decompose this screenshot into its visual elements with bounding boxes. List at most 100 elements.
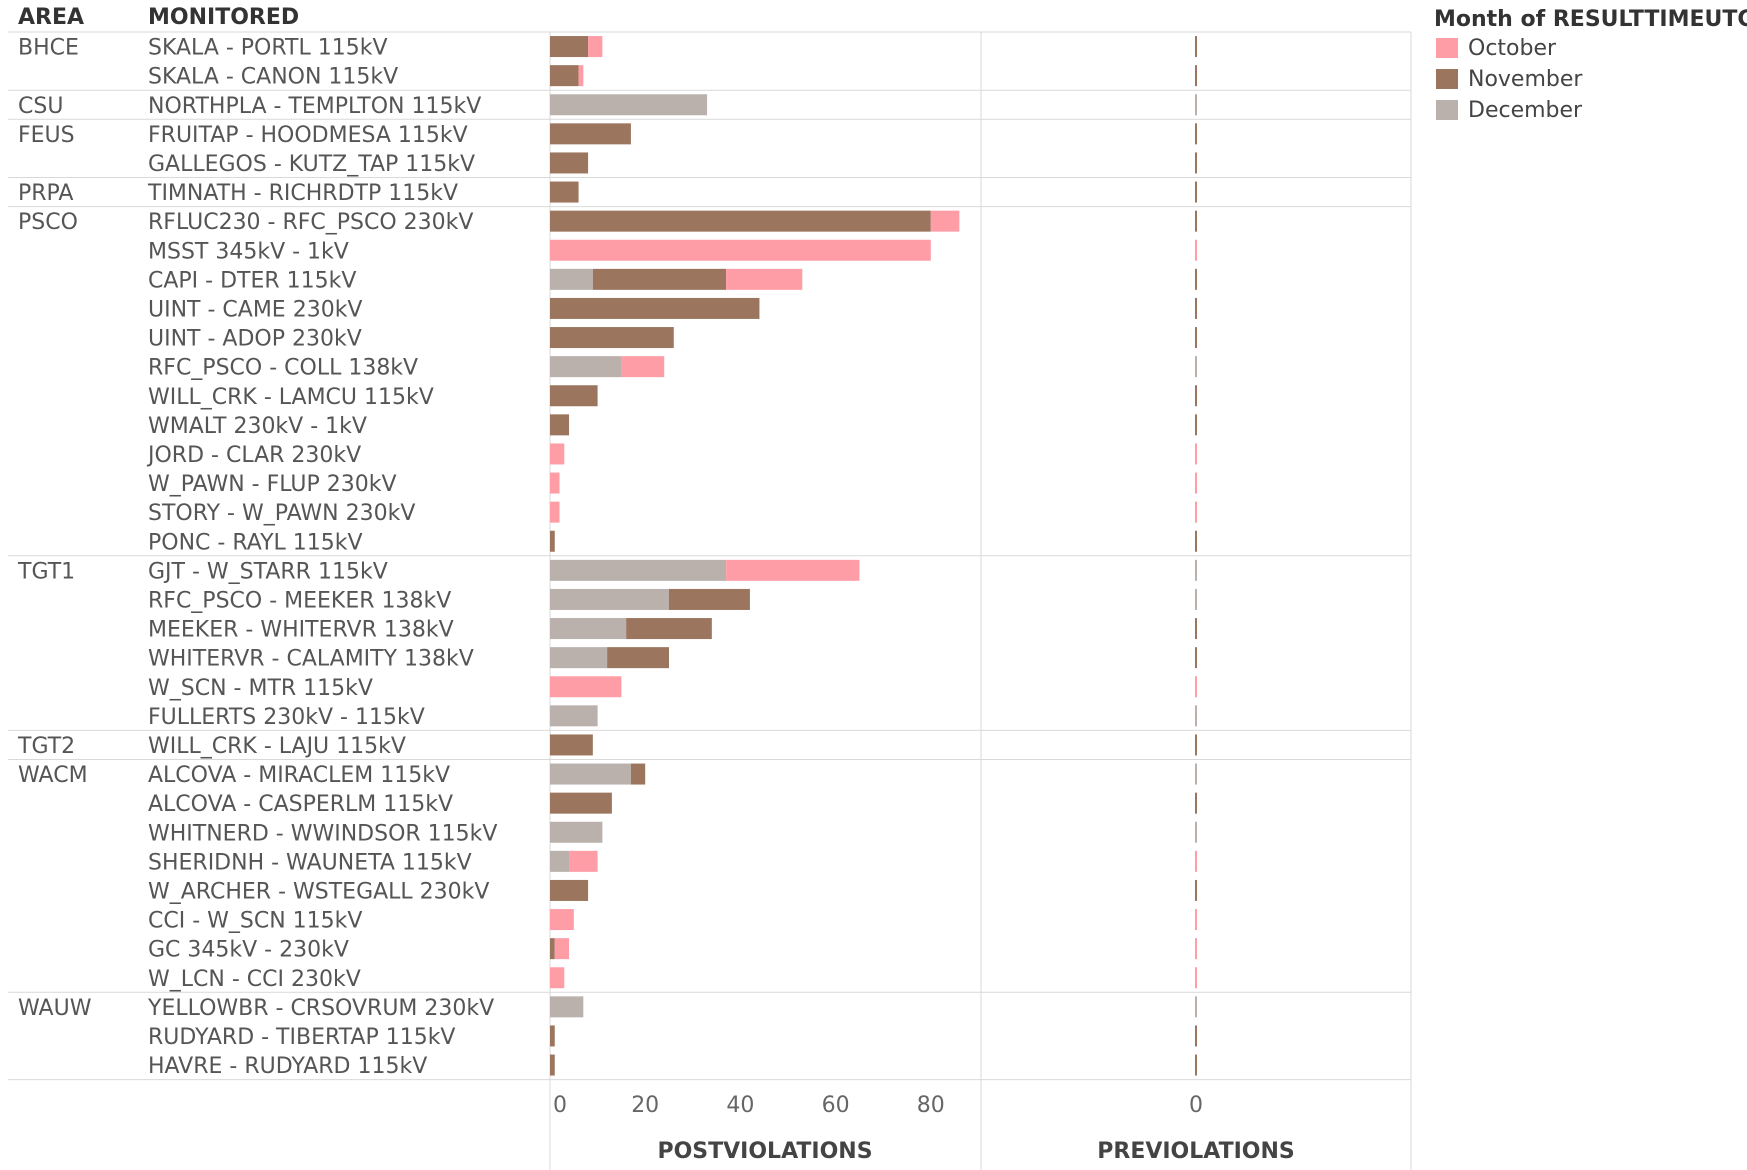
monitored-label: WHITNERD - WWINDSOR 115kV [148, 821, 497, 846]
post-tick-label: 0 [553, 1093, 567, 1118]
monitored-label: FULLERTS 230kV - 115kV [148, 705, 425, 730]
area-header: AREA [18, 5, 84, 30]
area-label: FEUS [18, 123, 75, 148]
bar-november [626, 618, 712, 640]
legend-swatch-november [1436, 69, 1458, 89]
bar-december [550, 94, 708, 116]
bar-november [550, 152, 589, 174]
post-tick-label: 60 [822, 1093, 850, 1118]
bar-october [550, 443, 565, 465]
bar-november [550, 938, 555, 960]
bar-october [550, 472, 560, 494]
bar-october [550, 909, 574, 931]
bars [550, 36, 960, 1076]
bar-december [550, 618, 627, 640]
bar-december [550, 996, 584, 1018]
bar-november [550, 1025, 555, 1047]
bar-november [550, 297, 760, 319]
legend-title: Month of RESULTTIMEUTC [1434, 7, 1747, 32]
monitored-label: UINT - CAME 230kV [148, 297, 362, 322]
monitored-label: W_ARCHER - WSTEGALL 230kV [148, 879, 489, 904]
bar-november [550, 385, 598, 407]
monitored-label: FRUITAP - HOODMESA 115kV [148, 123, 468, 148]
bar-october [569, 850, 598, 872]
bar-november [550, 210, 931, 232]
axis-ticks: 0 20 40 60 80 0 [553, 1093, 1203, 1118]
bar-november [550, 530, 555, 552]
monitored-label: RFC_PSCO - COLL 138kV [148, 356, 418, 381]
post-axis-title: POSTVIOLATIONS [657, 1139, 872, 1164]
bar-december [550, 559, 727, 581]
bar-october [550, 967, 565, 989]
bar-november [607, 647, 669, 669]
legend-label: November [1468, 67, 1583, 92]
bar-october [621, 356, 665, 378]
bar-november [550, 65, 579, 87]
bar-december [550, 647, 608, 669]
area-label: BHCE [18, 36, 79, 61]
monitored-label: STORY - W_PAWN 230kV [148, 501, 415, 526]
bar-november [550, 1054, 555, 1076]
legend-swatch-december [1436, 100, 1458, 120]
area-label: TGT1 [17, 559, 75, 584]
monitored-label: GALLEGOS - KUTZ_TAP 115kV [148, 152, 475, 177]
monitored-label: MEEKER - WHITERVR 138kV [148, 618, 454, 643]
post-tick-label: 40 [726, 1093, 754, 1118]
bar-november [669, 588, 750, 610]
monitored-label: UINT - ADOP 230kV [148, 327, 362, 352]
monitored-label: PONC - RAYL 115kV [148, 530, 363, 555]
bar-december [550, 821, 603, 843]
area-label: PSCO [18, 210, 78, 235]
monitored-label: WILL_CRK - LAMCU 115kV [148, 385, 434, 410]
pre-axis-title: PREVIOLATIONS [1097, 1139, 1295, 1164]
grid-lines [8, 31, 1412, 1170]
monitored-label: TIMNATH - RICHRDTP 115kV [147, 181, 458, 206]
row-labels: BHCE SKALA - PORTL 115kV SKALA - CANON 115… [17, 36, 497, 1080]
monitored-label: SKALA - CANON 115kV [148, 65, 398, 90]
monitored-label: NORTHPLA - TEMPLTON 115kV [148, 94, 481, 119]
bar-october [578, 65, 584, 87]
bar-october [726, 559, 860, 581]
area-label: TGT2 [17, 734, 75, 759]
legend: Month of RESULTTIMEUTC October November De… [1434, 7, 1747, 123]
bar-december [550, 763, 631, 785]
monitored-label: RUDYARD - TIBERTAP 115kV [148, 1025, 455, 1050]
bar-december [550, 268, 593, 290]
bar-november [550, 327, 674, 349]
monitored-label: WHITERVR - CALAMITY 138kV [148, 647, 474, 672]
monitored-label: GC 345kV - 230kV [148, 938, 349, 963]
monitored-label: RFC_PSCO - MEEKER 138kV [148, 588, 451, 613]
bar-december [550, 356, 622, 378]
bar-october [588, 36, 603, 58]
bar-october [550, 239, 931, 261]
area-label: CSU [18, 94, 63, 119]
bar-november [550, 123, 631, 145]
area-label: WAUW [18, 996, 92, 1021]
bar-october [554, 938, 570, 960]
monitored-label: SHERIDNH - WAUNETA 115kV [148, 850, 472, 875]
monitored-label: RFLUC230 - RFC_PSCO 230kV [148, 210, 473, 235]
bar-december [550, 588, 669, 610]
bar-november [550, 181, 579, 203]
bar-november [630, 763, 646, 785]
monitored-label: YELLOWBR - CRSOVRUM 230kV [147, 996, 494, 1021]
monitored-label: ALCOVA - MIRACLEM 115kV [148, 763, 450, 788]
bar-november [550, 734, 593, 756]
area-label: PRPA [18, 181, 73, 206]
bar-november [550, 414, 570, 436]
post-tick-label: 80 [917, 1093, 945, 1118]
bar-october [930, 210, 960, 232]
bar-december [550, 850, 570, 872]
monitored-label: SKALA - PORTL 115kV [148, 36, 388, 61]
monitored-label: CCI - W_SCN 115kV [148, 909, 362, 934]
monitored-label: MSST 345kV - 1kV [148, 239, 349, 264]
post-tick-label: 20 [631, 1093, 659, 1118]
bar-october [726, 268, 803, 290]
bar-november [550, 792, 612, 814]
bar-november [550, 879, 589, 901]
monitored-label: W_LCN - CCI 230kV [148, 967, 361, 992]
bar-october [550, 676, 622, 698]
area-label: WACM [18, 763, 88, 788]
legend-swatch-october [1436, 38, 1458, 58]
